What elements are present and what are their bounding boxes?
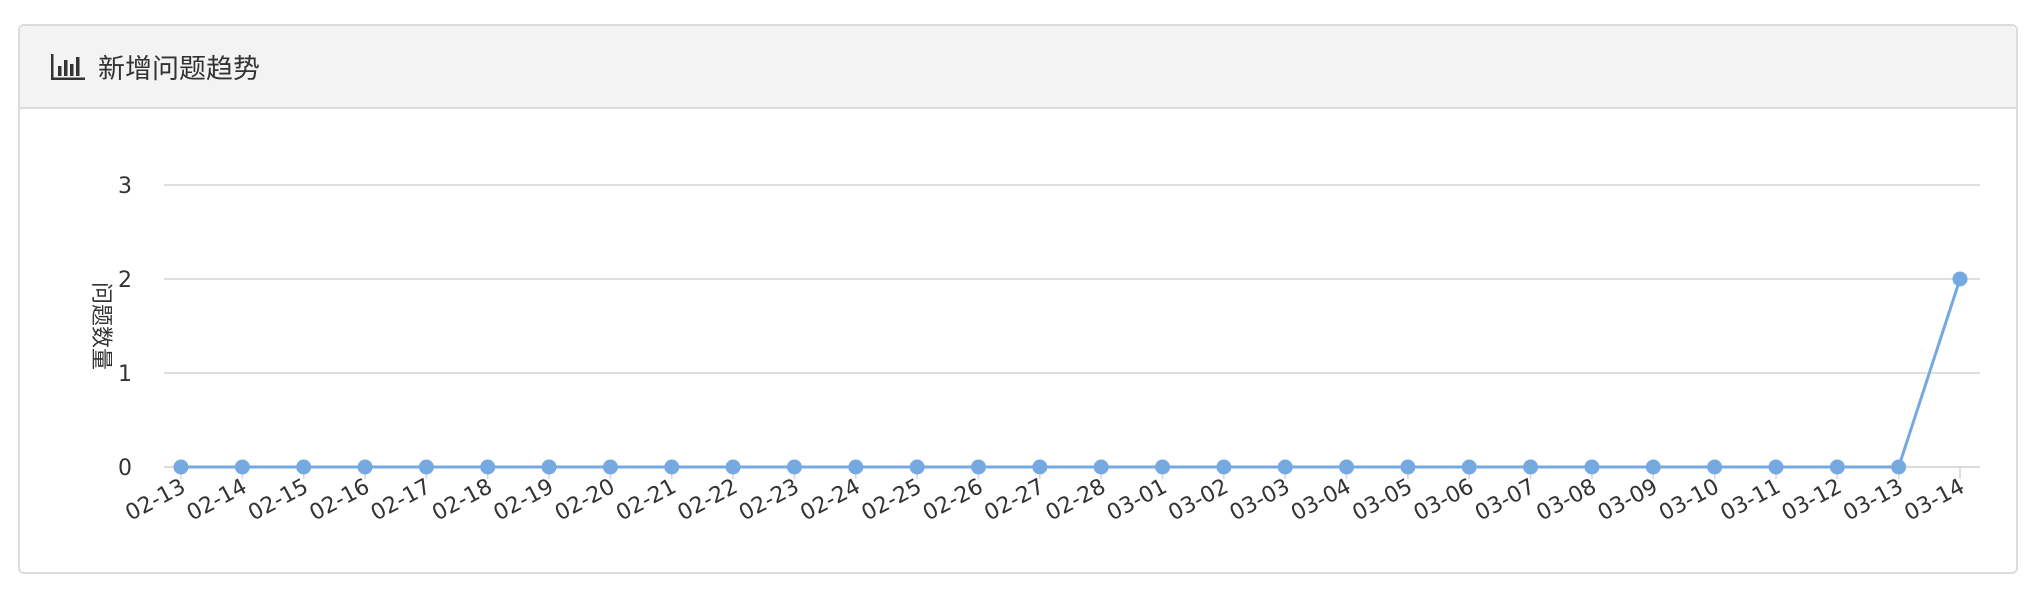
data-point[interactable]: [1155, 459, 1171, 475]
panel-title: 新增问题趋势: [98, 54, 260, 85]
x-tick-label: 02-15: [244, 474, 312, 526]
data-point[interactable]: [480, 459, 496, 475]
data-point[interactable]: [296, 459, 312, 475]
x-tick-label: 03-06: [1410, 474, 1478, 526]
x-tick-label: 02-24: [796, 474, 864, 526]
x-tick-label: 02-16: [306, 474, 374, 526]
data-point[interactable]: [1277, 459, 1293, 475]
data-point[interactable]: [357, 459, 373, 475]
data-point[interactable]: [234, 459, 250, 475]
line-chart: 0 1 2 3 问题数量 02-1302-1402-1502-1602-1702-18…: [88, 174, 1980, 526]
panel-header: 新增问题趋势: [20, 26, 2016, 109]
data-point[interactable]: [1032, 459, 1048, 475]
data-point[interactable]: [1093, 459, 1109, 475]
data-point[interactable]: [1339, 459, 1355, 475]
x-tick-label: 02-17: [367, 474, 435, 526]
series-line: [181, 278, 1962, 469]
data-point[interactable]: [418, 459, 434, 475]
data-point[interactable]: [1707, 459, 1723, 475]
x-tick-label: 02-25: [858, 474, 926, 526]
data-point[interactable]: [970, 459, 986, 475]
y-tick-label: 1: [118, 362, 132, 387]
grid-lines: [164, 184, 1980, 468]
y-axis-label: 问题数量: [88, 282, 113, 370]
bar-chart-icon: [51, 53, 85, 80]
data-point[interactable]: [848, 459, 864, 475]
data-point[interactable]: [1645, 459, 1661, 475]
x-tick-label: 03-14: [1901, 474, 1969, 526]
x-tick-label: 02-26: [919, 474, 987, 526]
x-axis: 02-1302-1402-1502-1602-1702-1802-1902-20…: [122, 466, 1980, 526]
x-tick-label: 03-09: [1594, 474, 1662, 526]
y-tick-label: 0: [118, 456, 132, 481]
data-point[interactable]: [173, 459, 189, 475]
x-tick-label: 03-04: [1287, 474, 1355, 526]
data-point[interactable]: [1461, 459, 1477, 475]
data-point[interactable]: [725, 459, 741, 475]
x-tick-label: 03-10: [1655, 474, 1723, 526]
x-tick-label: 02-23: [735, 474, 803, 526]
data-point[interactable]: [1400, 459, 1416, 475]
chart-area: 0 1 2 3 问题数量 02-13 02-14 02-15 02-16 02-17 02-18…: [20, 109, 2016, 572]
x-tick-label: 03-07: [1471, 474, 1539, 526]
x-tick-label: 02-22: [674, 474, 742, 526]
x-tick-label: 02-18: [428, 474, 496, 526]
x-tick-label: 03-11: [1717, 474, 1785, 526]
y-tick-label: 2: [118, 268, 132, 293]
x-tick-label: 03-05: [1349, 474, 1417, 526]
data-point[interactable]: [1584, 459, 1600, 475]
y-axis-ticks: 0 1 2 3: [118, 174, 132, 481]
data-point[interactable]: [1829, 459, 1845, 475]
x-tick-label: 02-21: [612, 474, 680, 526]
y-tick-label: 3: [118, 174, 132, 199]
data-point[interactable]: [541, 459, 557, 475]
data-point[interactable]: [1768, 459, 1784, 475]
data-point[interactable]: [1523, 459, 1539, 475]
data-point[interactable]: [786, 459, 802, 475]
x-tick-label: 02-19: [490, 474, 558, 526]
x-tick-label: 02-20: [551, 474, 619, 526]
x-tick-label: 03-13: [1839, 474, 1907, 526]
data-point[interactable]: [1216, 459, 1232, 475]
x-tick-label: 03-12: [1778, 474, 1846, 526]
data-point[interactable]: [1891, 459, 1907, 475]
x-tick-label: 03-02: [1164, 474, 1232, 526]
x-tick-label: 03-03: [1226, 474, 1294, 526]
x-tick-label: 03-01: [1103, 474, 1171, 526]
data-point[interactable]: [909, 459, 925, 475]
x-tick-label: 02-28: [1042, 474, 1110, 526]
data-point[interactable]: [1952, 271, 1968, 287]
x-tick-label: 03-08: [1533, 474, 1601, 526]
data-point[interactable]: [602, 459, 618, 475]
x-tick-label: 02-13: [122, 474, 190, 526]
series: [173, 271, 1968, 475]
x-tick-label: 02-14: [183, 474, 251, 526]
x-tick-label: 02-27: [980, 474, 1048, 526]
data-point[interactable]: [664, 459, 680, 475]
